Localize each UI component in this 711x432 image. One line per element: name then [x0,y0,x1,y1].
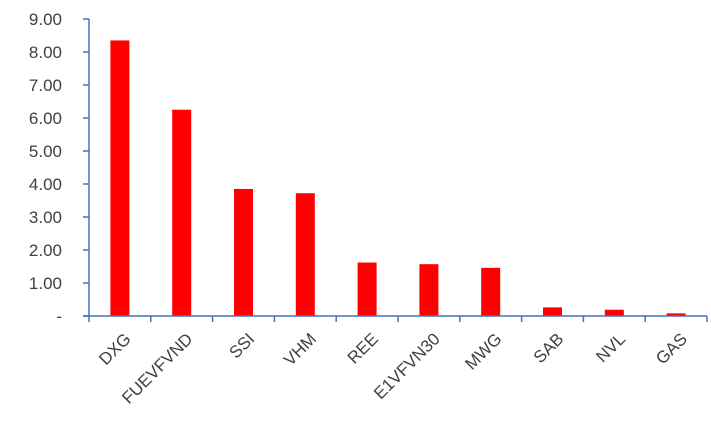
bar-ssi [234,188,253,316]
x-tick-label: GAS [652,329,691,368]
y-tick-label: 5.00 [29,142,62,161]
bar-fuevfvnd [172,109,192,316]
y-tick-label: 3.00 [29,208,62,227]
y-tick-label: 6.00 [29,109,62,128]
x-tick-label: REE [344,329,382,367]
x-tick-label: SSI [226,329,259,362]
bar-sab [543,307,562,316]
x-tick-label: SAB [530,329,567,366]
bars [110,40,686,316]
x-tick-label: E1VFVN30 [370,329,444,403]
bar-e1vfvn30 [419,264,439,316]
y-tick-label: 4.00 [29,175,62,194]
y-tick-label: - [56,307,62,326]
bar-nvl [604,309,624,316]
bar-mwg [481,267,501,316]
y-tick-label: 8.00 [29,43,62,62]
x-tick-label: VHM [280,329,320,369]
bar-vhm [295,193,315,316]
x-tick-label: NVL [592,329,629,366]
y-tick-label: 9.00 [29,10,62,29]
x-tick-label: DXG [95,329,134,368]
bar-dxg [110,40,130,316]
bar-ree [357,262,377,316]
y-tick-label: 7.00 [29,76,62,95]
x-tick-label: MWG [461,329,505,373]
y-tick-label: 1.00 [29,274,62,293]
y-axis-ticks: - 1.00 2.00 3.00 4.00 5.00 6.00 7.00 8.00 9.00 [29,10,62,326]
axes [83,18,708,322]
y-tick-label: 2.00 [29,241,62,260]
bar-gas [666,313,686,316]
